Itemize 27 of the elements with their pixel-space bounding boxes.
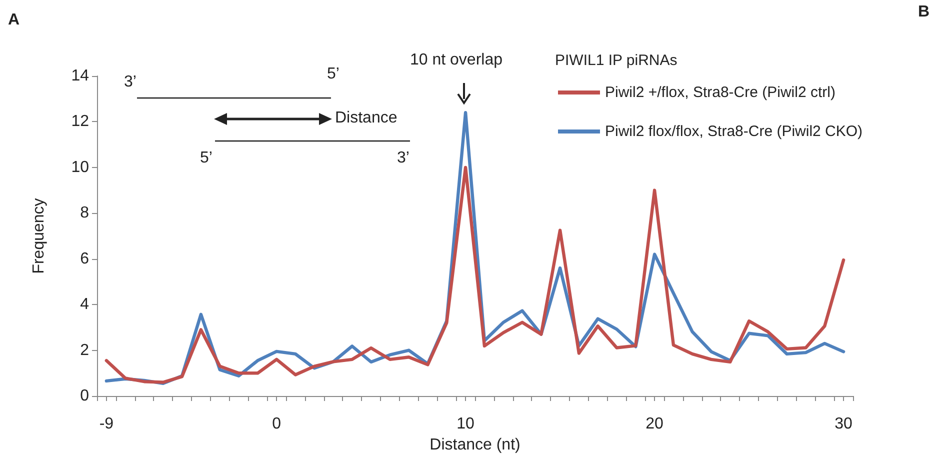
y-tick-label: 4 bbox=[80, 296, 90, 314]
x-tick-label: 10 bbox=[456, 416, 475, 432]
legend-title: PIWIL1 IP piRNAs bbox=[555, 52, 678, 69]
y-axis-title: Frequency bbox=[30, 198, 48, 274]
y-tick-label: 14 bbox=[71, 68, 90, 84]
text: B bbox=[918, 4, 930, 20]
line-series bbox=[104, 166, 846, 384]
y-tick-label: 0 bbox=[80, 388, 90, 404]
x-tick-label: 20 bbox=[646, 416, 664, 432]
text: 10 nt overlap bbox=[410, 52, 503, 68]
annotation: 5’ bbox=[327, 66, 340, 82]
legend-label: Piwil2 flox/flox, Stra8-Cre (Piwil2 CKO) bbox=[605, 123, 863, 140]
annotation: 3’ bbox=[124, 74, 136, 90]
y-tick-label: 12 bbox=[71, 113, 90, 130]
y-tick-label: 6 bbox=[80, 250, 90, 268]
x-tick-label: 30 bbox=[834, 416, 853, 432]
x-tick-label: -9 bbox=[99, 416, 114, 432]
y-tick-label: 10 bbox=[71, 158, 90, 176]
legend-label: Piwil2 +/flox, Stra8-Cre (Piwil2 ctrl) bbox=[605, 84, 836, 101]
x-axis-title: Distance (nt) bbox=[430, 436, 520, 454]
y-tick-label: 2 bbox=[80, 342, 90, 359]
text: A bbox=[8, 12, 20, 28]
annotation: 3’ bbox=[397, 150, 410, 166]
annotation: Distance bbox=[335, 110, 398, 126]
y-tick-label: 8 bbox=[80, 204, 90, 222]
x-tick-label: 0 bbox=[272, 416, 282, 432]
annotation: 5’ bbox=[200, 150, 212, 166]
